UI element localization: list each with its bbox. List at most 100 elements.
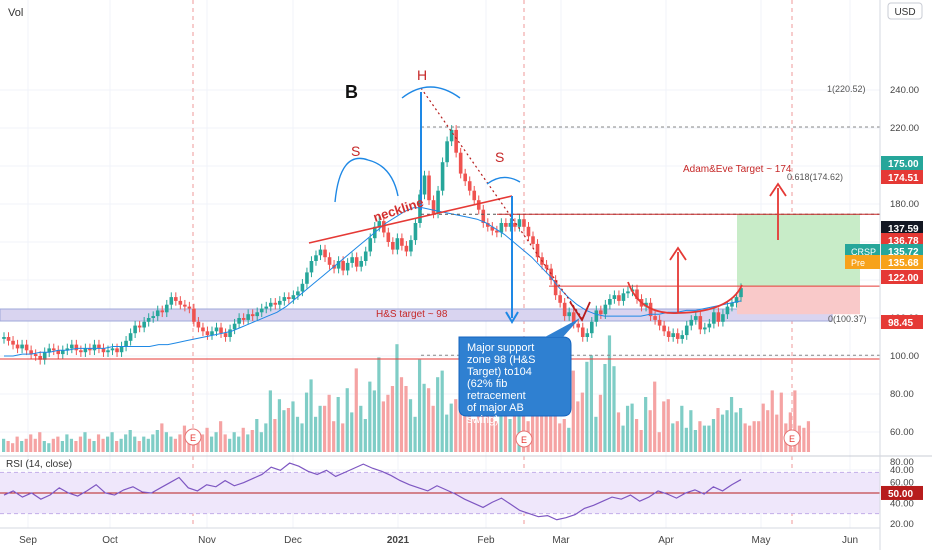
candle-body — [671, 333, 675, 337]
candle-body — [273, 302, 278, 305]
candle-body — [499, 223, 504, 233]
earnings-marker-3[interactable]: E — [783, 429, 801, 447]
volume-bar — [124, 434, 128, 452]
candle-body — [327, 257, 332, 265]
y-tick-label: 240.00 — [890, 85, 919, 96]
fib-label-bot: 0(100.37) — [828, 314, 867, 324]
volume-bar — [151, 434, 155, 452]
volume-bar — [69, 438, 74, 452]
volume-bar — [155, 430, 159, 452]
candle-body — [323, 249, 327, 258]
earnings-marker-1[interactable]: E — [184, 428, 202, 446]
volume-bar — [246, 434, 250, 452]
earnings-marker-text: E — [190, 433, 196, 443]
candle-body — [504, 223, 508, 227]
candle-body — [684, 325, 689, 336]
fib-label-top: 1(220.52) — [827, 84, 866, 94]
volume-bar — [757, 421, 761, 452]
volume-bar — [689, 410, 693, 452]
candle-body — [210, 331, 214, 336]
candle-body — [680, 335, 685, 339]
vol-label: Vol — [8, 7, 23, 19]
candle-body — [192, 308, 196, 322]
candle-body — [74, 344, 79, 351]
volume-bar — [567, 427, 571, 452]
volume-bar — [413, 416, 417, 452]
volume-bar — [481, 401, 485, 452]
volume-bar — [779, 392, 783, 452]
candle-body — [689, 319, 694, 326]
candle-body — [391, 242, 395, 250]
volume-bar — [734, 412, 738, 452]
volume-bar — [417, 359, 422, 452]
candle-body — [106, 350, 110, 353]
rsi-value-bg — [881, 485, 923, 500]
candle-body — [305, 272, 309, 284]
candle-body — [508, 223, 513, 227]
volume-bar — [241, 427, 245, 452]
candle-body — [65, 348, 70, 351]
candle-body — [20, 344, 24, 349]
candle-body — [531, 236, 535, 244]
candle-body — [585, 333, 590, 337]
volume-bar — [553, 403, 557, 452]
volume-bar — [345, 388, 349, 452]
candle-body — [703, 327, 707, 330]
support-zone-callout[interactable]: Major support zone 98 (H&S Target) to104 (6… — [458, 318, 580, 426]
x-tick-label: Oct — [102, 535, 118, 546]
time-axis: Sep Oct Nov Dec 2021 Feb Mar Apr May Jun — [0, 527, 880, 546]
volume-bar — [332, 421, 336, 452]
volume-bar — [232, 432, 236, 452]
candle-body — [567, 312, 571, 317]
candle-body — [463, 173, 467, 182]
right-shoulder-arc — [486, 176, 521, 185]
plot-background — [0, 0, 880, 550]
volume-bar — [350, 412, 354, 452]
head-arc — [401, 86, 461, 99]
volume-bar — [291, 401, 295, 452]
volume-bar — [372, 390, 376, 452]
volume-bar — [2, 438, 6, 452]
volume-bar — [576, 401, 580, 452]
earnings-marker-2[interactable]: E — [515, 430, 533, 448]
volume-bar — [761, 403, 765, 452]
volume-bar — [146, 438, 150, 452]
candle-body — [626, 291, 630, 294]
candle-body — [721, 314, 725, 322]
volume-bar — [359, 405, 363, 452]
y-tick-label: 60.00 — [890, 427, 914, 438]
candle-body — [576, 323, 581, 328]
volume-bar — [571, 370, 575, 452]
volume-bar — [327, 394, 331, 452]
candle-body — [404, 245, 409, 252]
ab-swing-line — [420, 87, 583, 319]
candle-body — [734, 297, 739, 303]
candle-body — [359, 261, 363, 267]
pattern-overlays — [0, 86, 880, 360]
rsi-value-tag: 50.00 — [881, 485, 923, 500]
x-tick-label: Sep — [19, 535, 37, 546]
candle-body — [15, 344, 20, 349]
volume-bar — [250, 430, 254, 452]
volume-bar — [653, 381, 657, 452]
volume-bar — [702, 425, 707, 452]
volume-bar — [635, 419, 639, 452]
candle-body — [635, 289, 639, 299]
volume-bar — [309, 379, 313, 452]
candle-body — [287, 297, 291, 299]
price-tag-bg — [881, 221, 923, 235]
volume-bar — [164, 432, 168, 452]
rsi-value-text: 50.00 — [888, 489, 913, 500]
rsi-label: RSI (14, close) — [6, 459, 72, 470]
volume-bar — [458, 383, 462, 452]
candle-body — [223, 333, 228, 337]
currency-button[interactable]: USD — [887, 2, 923, 20]
volume-bar — [616, 412, 621, 452]
volume-bar — [20, 441, 24, 452]
volume-bar — [133, 436, 137, 452]
candle-body — [413, 223, 418, 241]
candle-body — [495, 230, 499, 233]
y-tick-label: 220.00 — [890, 123, 919, 134]
volume-bar — [531, 401, 535, 452]
